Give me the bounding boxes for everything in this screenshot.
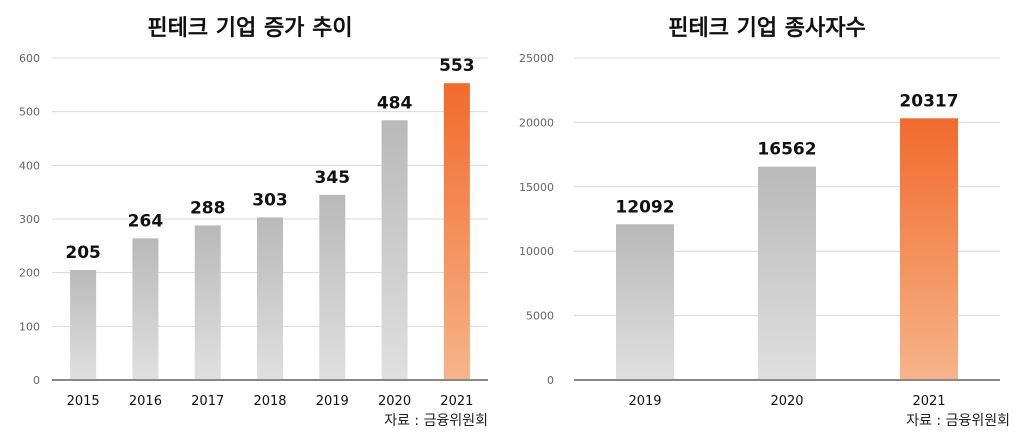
- y-tick-label: 20000: [519, 116, 554, 129]
- x-tick-label: 2018: [253, 394, 286, 409]
- y-tick-label: 100: [19, 320, 40, 333]
- x-tick-label: 2020: [770, 394, 803, 409]
- y-tick-label: 0: [547, 374, 554, 387]
- data-label-2021: 553: [439, 56, 475, 76]
- data-label-2020: 484: [377, 93, 413, 113]
- bar-2018: [257, 217, 283, 380]
- bar-2020: [381, 120, 408, 381]
- chart-title: 핀테크 기업 종사자수: [668, 16, 866, 41]
- source-note: 자료 : 금융위원회: [384, 413, 488, 429]
- x-tick-label: 2021: [912, 394, 945, 409]
- bar-2017: [194, 225, 221, 380]
- bar-2019: [616, 224, 674, 380]
- y-tick-label: 500: [19, 106, 40, 119]
- chart-title: 핀테크 기업 증가 추이: [147, 16, 353, 41]
- x-tick-label: 2016: [129, 394, 162, 409]
- y-tick-label: 600: [19, 52, 40, 65]
- x-tick-label: 2021: [440, 394, 473, 409]
- bar-2019: [319, 194, 346, 380]
- bar-chart-employees: 0 5000 10000 15000 20000 25000 12092 2019 16562 2…: [519, 52, 1000, 409]
- y-tick-label: 200: [19, 267, 40, 280]
- data-label-2019: 12092: [615, 197, 674, 217]
- y-tick-label: 15000: [519, 181, 554, 194]
- bar-2021: [443, 83, 470, 381]
- bar-2015: [70, 269, 97, 380]
- y-tick-label: 10000: [519, 245, 554, 258]
- bar-2016: [132, 238, 159, 380]
- x-tick-label: 2020: [378, 394, 411, 409]
- bar-2021: [900, 118, 958, 380]
- y-tick-label: 400: [19, 159, 40, 172]
- data-label-2017: 288: [190, 198, 226, 218]
- x-tick-label: 2015: [67, 394, 100, 409]
- chart-panel-employees: 핀테크 기업 종사자수 0 5000 10000 15000 20000 25000 120…: [510, 0, 1024, 440]
- x-tick-label: 2019: [628, 394, 661, 409]
- y-tick-label: 5000: [526, 310, 554, 323]
- data-label-2021: 20317: [899, 91, 958, 111]
- y-tick-label: 25000: [519, 52, 554, 65]
- y-tick-label: 300: [19, 213, 40, 226]
- data-label-2019: 345: [315, 168, 351, 188]
- x-tick-label: 2017: [191, 394, 224, 409]
- bar-chart-companies: 0 100 200 300 400 500 600 205 2015 264 2016 288 2017…: [19, 52, 488, 409]
- chart-panel-companies: 핀테크 기업 증가 추이 0 100 200 300 400 500 600 205 2015 2…: [0, 0, 500, 440]
- source-note: 자료 : 금융위원회: [906, 413, 1010, 429]
- y-tick-label: 0: [33, 374, 40, 387]
- data-label-2018: 303: [252, 190, 288, 210]
- data-label-2015: 205: [65, 243, 101, 263]
- x-tick-label: 2019: [316, 394, 349, 409]
- data-label-2016: 264: [128, 211, 164, 231]
- bar-2020: [758, 166, 816, 380]
- data-label-2020: 16562: [757, 140, 816, 160]
